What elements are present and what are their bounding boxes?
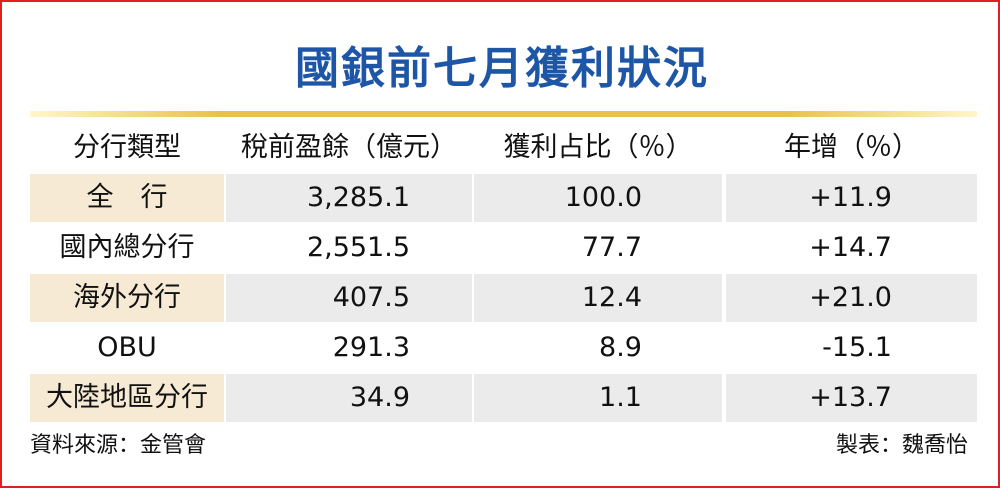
title: 國銀前七月獲利狀況: [295, 43, 709, 94]
header-cell: 分行類型: [73, 132, 181, 163]
table-cell: 291.3: [226, 324, 472, 372]
row-label: 海外分行: [30, 274, 224, 322]
table-cell: 1.1: [474, 374, 722, 422]
row-label: 國內總分行: [30, 224, 224, 272]
table-cell: -15.1: [726, 324, 977, 372]
row-label: 全 行: [30, 174, 224, 222]
table-cell: +11.9: [726, 174, 977, 222]
table-cell: 100.0: [474, 174, 722, 222]
table-cell: 2,551.5: [226, 224, 472, 272]
table-cell: +21.0: [726, 274, 977, 322]
row-label: OBU: [30, 324, 224, 372]
table-cell: 3,285.1: [226, 174, 472, 222]
table-cell: 77.7: [474, 224, 722, 272]
divider: [30, 111, 977, 117]
table-cell: 34.9: [226, 374, 472, 422]
table-cell: +14.7: [726, 224, 977, 272]
header-cell: 稅前盈餘（億元）: [241, 132, 457, 163]
credit: 製表：魏喬怡: [835, 433, 968, 458]
table-cell: +13.7: [726, 374, 977, 422]
source: 資料來源：金管會: [30, 433, 207, 458]
table-cell: 407.5: [226, 274, 472, 322]
table-cell: 12.4: [474, 274, 722, 322]
header-cell: 年增（％）: [784, 132, 919, 163]
table-cell: 8.9: [474, 324, 722, 372]
row-label: 大陸地區分行: [30, 374, 224, 422]
header-cell: 獲利占比（％）: [503, 132, 693, 163]
